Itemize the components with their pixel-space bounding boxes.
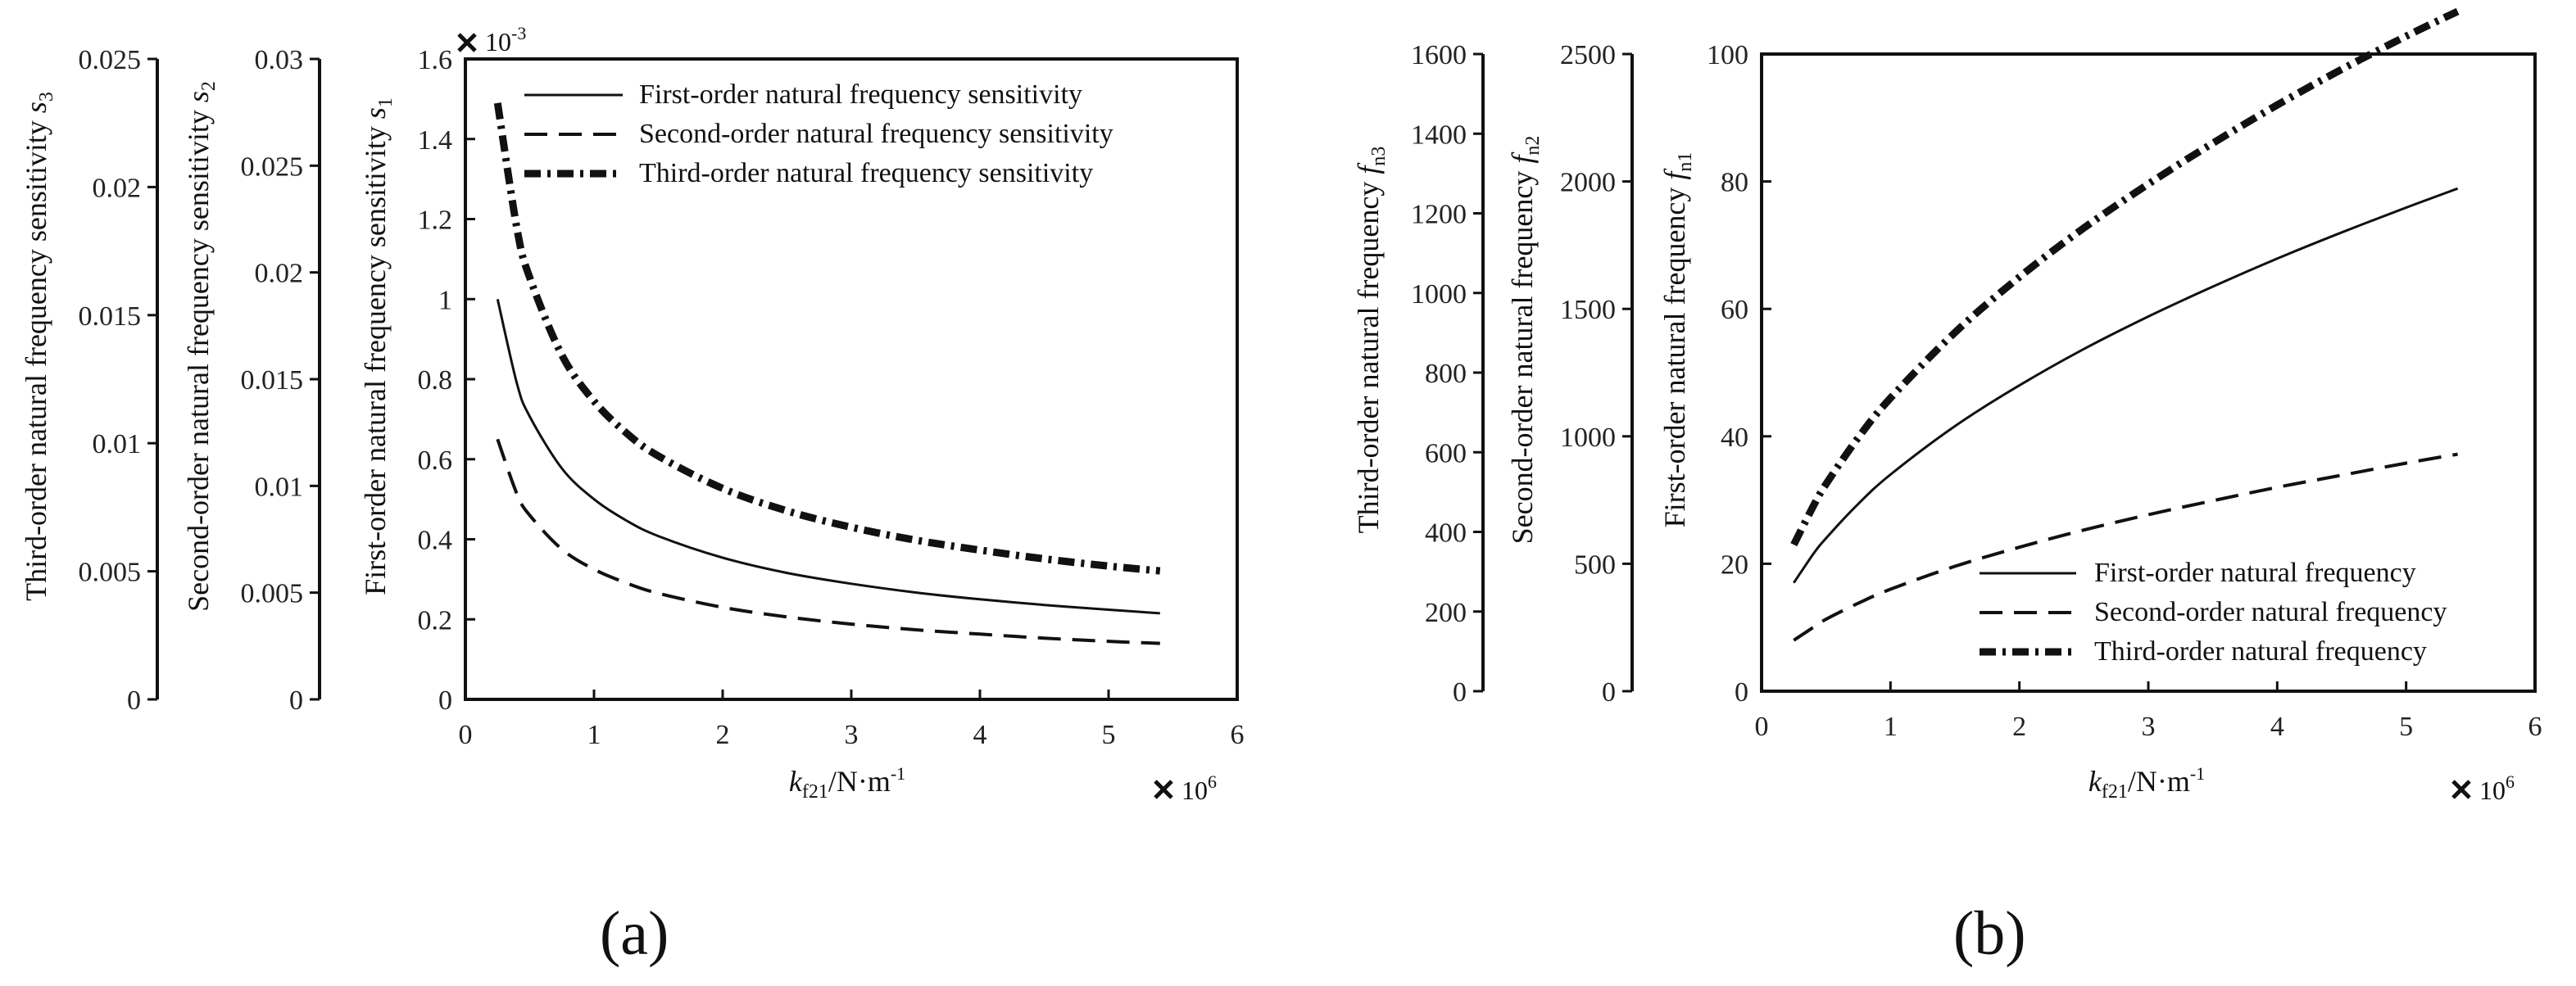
y-multiplier: 10-3 [485, 23, 526, 57]
x-multiplier: 106 [1181, 771, 1217, 805]
offset-tick-label: 0 [1602, 677, 1616, 708]
series-line-dashdot [493, 102, 1161, 575]
y-tick-label: 40 [1721, 423, 1748, 453]
offset-tick-label: 0.005 [79, 558, 142, 588]
series-line-solid [1793, 187, 2459, 584]
chart-a: 0 1 2 3 4 5 6 0 0.2 0.4 0.6 0.8 1 1.2 1.4 1.6 0 0.005 0.01… [20, 23, 1245, 805]
legend-label: First-order natural frequency sensitivit… [639, 79, 1082, 110]
chart-b: 0 1 2 3 4 5 6020406080100020040060080010001200… [1352, 7, 2542, 805]
y-tick-label: 1.2 [418, 206, 453, 236]
offset-tick-label: 0 [1453, 677, 1467, 708]
offset-tick-label: 0.025 [79, 45, 142, 75]
x-axis-label: kf21/N·m-1 [789, 763, 905, 803]
offset-tick-label: 1500 [1560, 295, 1616, 325]
offset-tick-label: 0.015 [79, 301, 142, 332]
offset-tick-label: 1000 [1560, 423, 1616, 453]
offset-tick-label: 0 [289, 685, 303, 716]
legend-label: Second-order natural frequency sensitivi… [639, 119, 1113, 149]
offset-tick-label: 400 [1425, 518, 1467, 549]
x-tick-label: 3 [2142, 712, 2156, 742]
offset-tick-label: 2500 [1560, 40, 1616, 70]
y-tick-label: 0 [1735, 677, 1748, 708]
y-tick-label: 80 [1721, 168, 1748, 198]
y-axis-label: First-order natural frequency fn1 [1658, 152, 1696, 528]
series-line-solid [496, 298, 1160, 615]
y-axis-label: First-order natural frequency sensitivit… [359, 97, 397, 595]
y-axis-label: Second-order natural frequency sensitivi… [182, 81, 220, 612]
offset-tick-label: 1600 [1411, 40, 1467, 70]
x-tick-label: 0 [459, 720, 473, 750]
x-tick-label: 2 [2012, 712, 2026, 742]
offset-tick-label: 2000 [1560, 168, 1616, 198]
y-tick-label: 0.8 [418, 365, 453, 396]
x-tick-label: 6 [2528, 712, 2542, 742]
offset-tick-label: 0.02 [93, 173, 142, 203]
offset-tick-label: 600 [1425, 438, 1467, 468]
offset-tick-label: 1400 [1411, 120, 1467, 150]
y-axis-label: Third-order natural frequency sensitivit… [20, 92, 57, 601]
y-tick-label: 0 [438, 685, 452, 716]
panel-label-a: (a) [600, 899, 669, 968]
plot-frame [464, 57, 1239, 701]
y-tick-label: 100 [1707, 40, 1748, 70]
offset-tick-label: 0 [127, 685, 141, 716]
offset-tick-label: 0.025 [241, 152, 304, 182]
x-multiplier-cross [1154, 780, 1173, 799]
offset-tick-label: 0.005 [241, 579, 304, 609]
x-tick-label: 5 [1102, 720, 1116, 750]
y-multiplier-cross [457, 33, 477, 52]
legend-label: First-order natural frequency [2094, 558, 2416, 588]
y-tick-label: 0.6 [418, 446, 453, 476]
x-tick-label: 3 [845, 720, 859, 750]
x-axis-label: kf21/N·m-1 [2088, 763, 2205, 803]
x-multiplier-cross [2451, 780, 2471, 799]
y-tick-label: 1 [438, 285, 452, 315]
series-line-dashed [1793, 452, 2458, 642]
offset-tick-label: 500 [1574, 550, 1616, 580]
y-tick-label: 60 [1721, 295, 1748, 325]
offset-tick-label: 1200 [1411, 200, 1467, 230]
offset-tick-label: 1000 [1411, 279, 1467, 310]
y-tick-label: 1.6 [418, 45, 453, 75]
legend-label: Third-order natural frequency sensitivit… [639, 158, 1093, 188]
y-tick-label: 1.4 [418, 125, 453, 156]
plot-frame [1760, 52, 2537, 693]
legend-label: Second-order natural frequency [2094, 597, 2447, 627]
y-axis-label: Second-order natural frequency fn2 [1506, 136, 1544, 545]
x-tick-label: 0 [1755, 712, 1769, 742]
y-tick-label: 20 [1721, 550, 1748, 580]
x-tick-label: 1 [1884, 712, 1898, 742]
y-axis-label: Third-order natural frequency fn3 [1352, 147, 1390, 534]
x-tick-label: 2 [716, 720, 730, 750]
offset-tick-label: 200 [1425, 598, 1467, 628]
series-line-dashed [496, 438, 1160, 645]
offset-tick-label: 0.03 [255, 45, 304, 75]
offset-tick-label: 0.02 [255, 259, 304, 289]
series-line-dashdot [1790, 7, 2460, 547]
x-tick-label: 4 [973, 720, 987, 750]
x-tick-label: 1 [587, 720, 601, 750]
y-tick-label: 0.2 [418, 605, 453, 635]
offset-tick-label: 0.01 [255, 472, 304, 502]
offset-tick-label: 0.01 [93, 429, 142, 459]
legend-label: Third-order natural frequency [2094, 636, 2427, 667]
x-multiplier: 106 [2479, 771, 2515, 805]
offset-tick-label: 800 [1425, 359, 1467, 389]
y-tick-label: 0.4 [418, 526, 453, 556]
x-tick-label: 4 [2270, 712, 2284, 742]
panel-label-b: (b) [1953, 899, 2026, 968]
offset-tick-label: 0.015 [241, 365, 304, 396]
x-tick-label: 6 [1231, 720, 1245, 750]
x-tick-label: 5 [2399, 712, 2413, 742]
